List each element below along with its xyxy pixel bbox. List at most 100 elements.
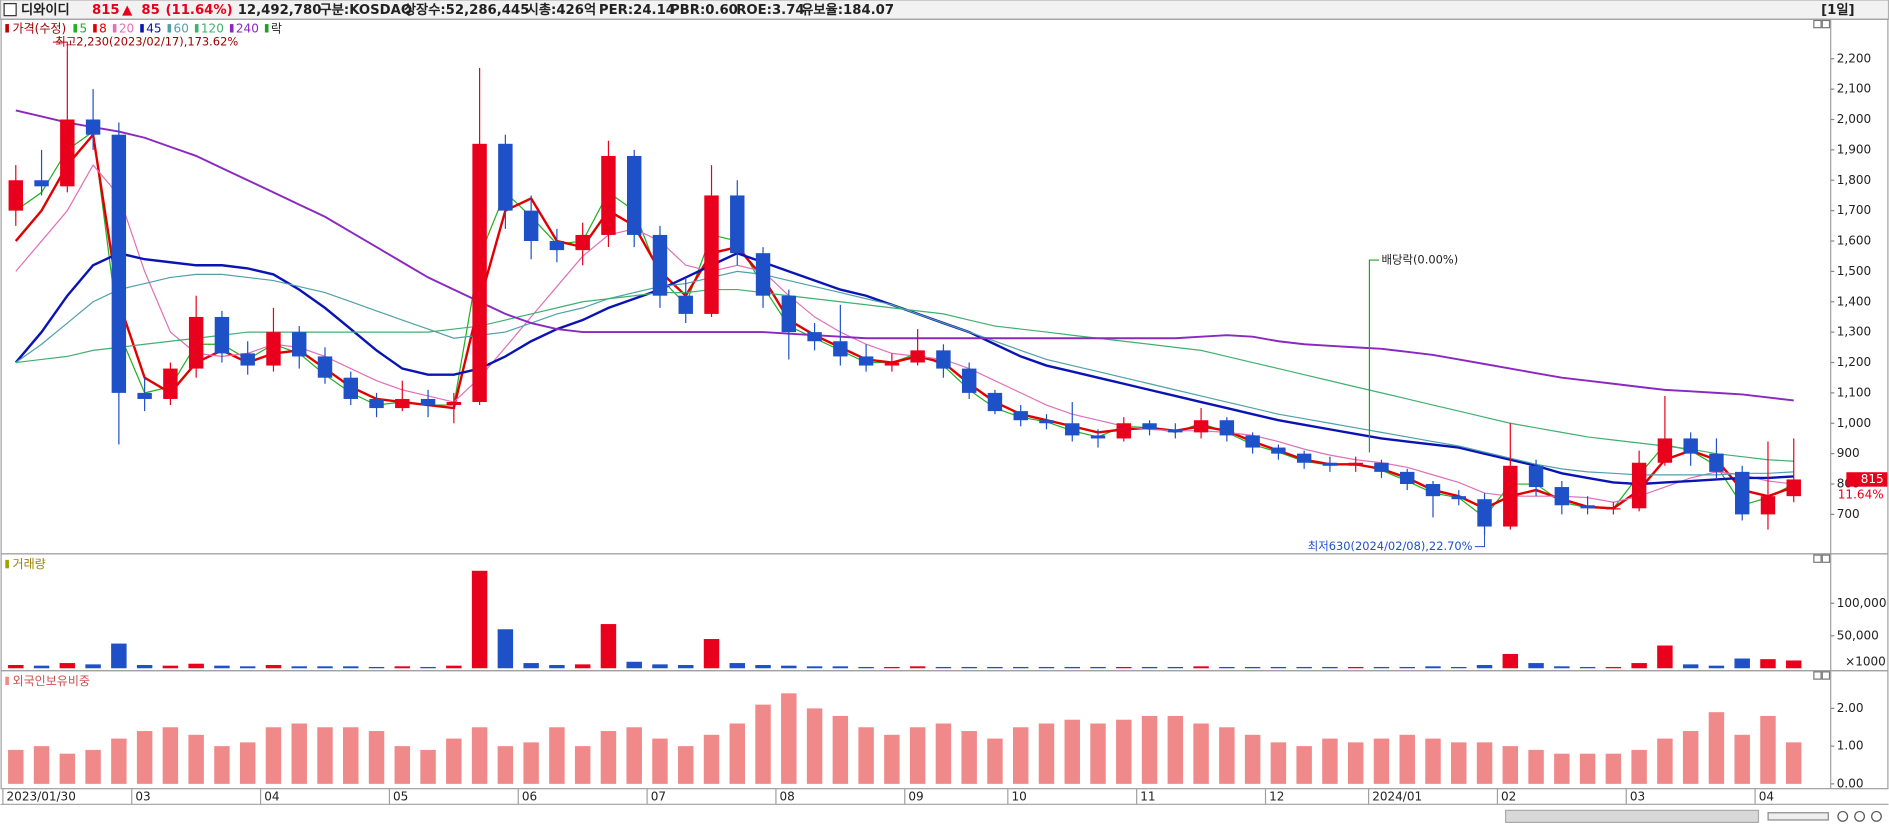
legend-swatch <box>264 24 269 33</box>
high-annotation: 최고2,230(2023/02/17),173.62% <box>55 35 238 49</box>
bar <box>1347 666 1364 669</box>
bar <box>1786 742 1802 784</box>
bar <box>1605 753 1622 784</box>
legend-swatch <box>140 24 144 33</box>
x-tick-label: 12 <box>1269 790 1284 804</box>
bar <box>1244 666 1261 669</box>
panel-button[interactable] <box>1813 19 1822 29</box>
moving-average-line <box>14 251 1794 486</box>
moving-average-line <box>15 270 1794 476</box>
bar <box>188 663 204 669</box>
y-tick-label: 1.00 <box>1837 739 1864 753</box>
bar <box>1322 666 1338 669</box>
y-tick-label: 1,800 <box>1837 173 1871 187</box>
y-tick-label: 2,100 <box>1837 82 1871 96</box>
low-marker <box>1474 535 1486 548</box>
bar <box>549 727 565 784</box>
panel-button[interactable] <box>1813 554 1822 563</box>
unit-label: ×1000 <box>1845 655 1886 669</box>
bar <box>317 666 333 669</box>
candle-body <box>1296 453 1312 463</box>
candle-body <box>1400 471 1415 485</box>
bar <box>1116 719 1132 784</box>
bar <box>162 665 179 669</box>
market: 구분:KOSDAQ <box>320 2 413 18</box>
panel-title: 외국인보유비중 <box>13 674 90 688</box>
x-tick-label: 05 <box>393 790 408 804</box>
panel-frame <box>0 18 1889 555</box>
moving-average-line <box>15 288 1794 462</box>
moving-average-line <box>15 164 1794 503</box>
candle-body <box>317 356 333 378</box>
scrollbar[interactable] <box>1505 809 1760 823</box>
legend-entry: 20 <box>119 21 134 35</box>
legend-swatch <box>167 24 172 33</box>
x-tick-label: 08 <box>780 790 795 804</box>
zoom-slider[interactable] <box>1767 812 1829 821</box>
candle-body <box>1322 462 1338 466</box>
legend-entry: 45 <box>146 21 161 35</box>
panel-button[interactable] <box>1821 19 1831 29</box>
bar <box>781 693 797 784</box>
legend-icon <box>5 24 9 33</box>
x-tick-label: 04 <box>1759 790 1774 804</box>
bar <box>420 749 436 784</box>
bar <box>1476 742 1493 784</box>
header-icon[interactable] <box>3 3 17 17</box>
candle-body <box>704 195 719 314</box>
last-price-label: 815 <box>1861 472 1884 486</box>
bar <box>832 715 849 784</box>
stock-name: 디와이디 <box>21 1 70 18</box>
bar <box>703 639 720 669</box>
candle-body <box>1683 438 1698 454</box>
bar <box>1528 749 1544 784</box>
bar <box>987 738 1003 784</box>
y-tick-label: 1,000 <box>1837 416 1871 430</box>
bar <box>1451 666 1467 669</box>
dividend-annotation: 배당락(0.00%) <box>1381 253 1458 267</box>
period-button[interactable]: [1일] <box>1821 2 1854 18</box>
bar <box>549 665 565 669</box>
bar <box>394 666 411 669</box>
candle-body <box>755 253 771 296</box>
bar <box>1193 723 1209 784</box>
x-tick-label: 03 <box>135 790 150 804</box>
listed-shares: 상장수:52,286,445 <box>404 1 530 18</box>
y-tick-label: 1,200 <box>1837 355 1871 369</box>
panel-frame <box>0 670 1889 790</box>
candle-body <box>1116 423 1132 439</box>
bar <box>85 664 101 669</box>
candle-body <box>652 234 668 296</box>
panel-button[interactable] <box>1813 671 1822 680</box>
y-tick-label: 2,000 <box>1837 112 1871 126</box>
panel-button[interactable] <box>1821 671 1831 680</box>
change-arrow: ▲ <box>122 3 133 18</box>
x-tick-label: 03 <box>1630 790 1645 804</box>
bar <box>1399 734 1415 784</box>
zoom-out[interactable] <box>1854 810 1866 822</box>
candle-body <box>1425 484 1441 497</box>
bar <box>394 746 411 784</box>
change-pct: (11.64%) <box>165 3 232 18</box>
bar <box>136 731 153 784</box>
zoom-reset[interactable] <box>1871 810 1882 822</box>
bar <box>343 727 359 784</box>
panel-button[interactable] <box>1821 554 1831 563</box>
bar <box>755 704 771 784</box>
zoom-in[interactable] <box>1837 810 1849 822</box>
candle-body <box>807 332 822 342</box>
bar <box>1064 719 1080 784</box>
bar <box>729 723 746 784</box>
candle-body <box>214 316 230 354</box>
bar <box>1090 723 1106 784</box>
last-price-box <box>1846 472 1888 487</box>
y-tick-label: 700 <box>1837 507 1860 521</box>
y-tick-label: 900 <box>1837 446 1860 460</box>
y-tick-label: 2,200 <box>1837 51 1871 65</box>
bar <box>1734 658 1750 669</box>
bar <box>1631 663 1647 669</box>
bar <box>574 746 591 784</box>
candle-body <box>781 295 797 333</box>
legend-title: 가격(수정) <box>13 21 67 35</box>
bar <box>1399 666 1415 669</box>
